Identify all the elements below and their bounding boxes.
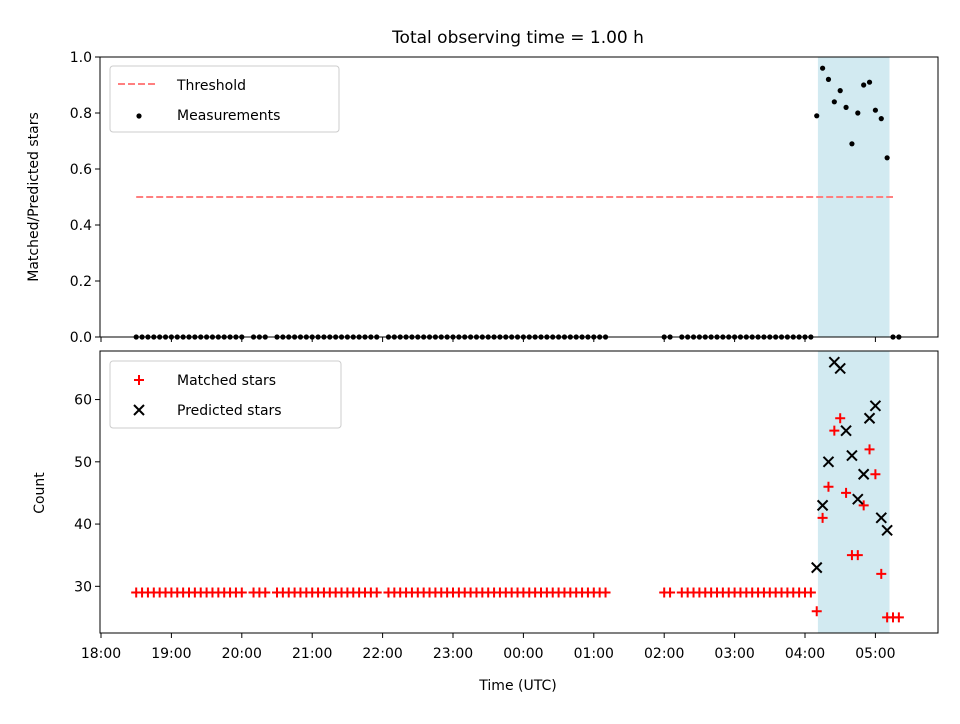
top-y-tick-label: 0.2 [70,274,92,290]
measurement-point [849,141,855,147]
bottom-y-axis-label: Count [32,472,48,514]
legend-matched-label: Matched stars [177,373,276,389]
measurement-point [861,82,867,88]
legend-measurements-swatch [136,113,142,119]
matched-star-point [841,487,852,498]
bottom-y-tick-label: 50 [74,455,92,471]
predicted-star-point [857,468,870,480]
predicted-star-point [863,412,876,424]
predicted-star-point [846,449,858,462]
legend-predicted-swatch [133,404,145,416]
matched-star-point [864,444,875,455]
x-tick-label: 01:00 [574,646,614,662]
legend-measurements-label: Measurements [177,108,280,124]
predicted-star-point [840,424,852,437]
matched-star-point [811,606,822,617]
bottom-shaded-span [817,351,890,633]
top-y-axis-label: Matched/Predicted stars [26,112,42,282]
matched-star-point [371,587,382,598]
legend-predicted-label: Predicted stars [177,403,282,419]
matched-star-point [823,481,834,492]
x-tick-label: 23:00 [433,646,473,662]
top-legend: Threshold Measurements [109,65,340,133]
bottom-y-tick-label: 30 [74,579,92,595]
matched-star-point [870,469,881,480]
chart-title: Total observing time = 1.00 h [391,28,644,48]
matched-star-point [852,550,863,561]
top-y-tick-label: 0.4 [70,218,92,234]
measurement-point [831,99,837,105]
measurement-point [872,107,879,113]
measurement-point [866,79,873,85]
x-axis-label: Time (UTC) [478,678,556,694]
predicted-star-point [834,362,846,375]
measurement-point [814,113,820,119]
predicted-star-point [816,499,829,512]
bottom-y-tick-label: 60 [74,393,92,409]
matched-star-point [260,587,271,598]
bottom-y-tick-label: 40 [74,517,92,533]
measurement-point [878,116,884,122]
x-tick-label: 18:00 [81,646,121,662]
matched-star-point [893,612,904,623]
predicted-star-point [822,456,835,468]
bottom-legend: Matched stars Predicted stars [109,360,342,429]
measurement-point [825,76,832,82]
measurement-point [837,88,843,94]
legend-threshold-label: Threshold [176,78,246,94]
matched-star-point [236,587,247,598]
top-panel: 0.0 0.2 0.4 0.6 0.8 1.0 Matched/Predicted sta… [26,50,939,346]
matched-star-point [835,413,846,424]
matched-star-point [805,587,816,598]
measurement-point [820,65,826,71]
bottom-axes-frame [99,350,939,634]
measurement-point [855,110,861,116]
x-tick-label: 05:00 [855,646,895,662]
bottom-panel: 30 40 50 60 18:00 19:00 20:00 21:00 22:00 23:00 00… [32,350,939,694]
measurement-point [884,155,890,161]
x-tick-label: 02:00 [644,646,684,662]
x-tick-label: 22:00 [362,646,402,662]
top-axes-frame [99,56,939,338]
matched-star-point [600,587,611,598]
x-tick-label: 00:00 [503,646,543,662]
top-y-tick-label: 1.0 [70,50,92,66]
predicted-star-point [875,512,887,524]
matched-star-point [858,500,869,511]
top-legend-box [109,65,340,133]
predicted-star-point [869,400,882,412]
top-y-tick-label: 0.8 [70,106,92,122]
x-tick-label: 04:00 [785,646,825,662]
matched-star-point [829,425,840,436]
matched-star-point [665,587,676,598]
predicted-star-point [881,524,893,536]
bottom-legend-box [109,360,342,429]
matched-star-point [876,568,887,579]
legend-matched-swatch [134,375,144,385]
x-tick-label: 21:00 [292,646,332,662]
predicted-star-point [811,561,823,574]
predicted-star-point [852,493,864,505]
x-tick-label: 03:00 [714,646,754,662]
x-tick-label: 20:00 [222,646,262,662]
measurement-point [843,104,849,110]
matched-star-point [817,512,828,523]
top-y-tick-label: 0.6 [70,162,92,178]
x-tick-label: 19:00 [151,646,191,662]
top-y-tick-label: 0.0 [70,330,92,346]
